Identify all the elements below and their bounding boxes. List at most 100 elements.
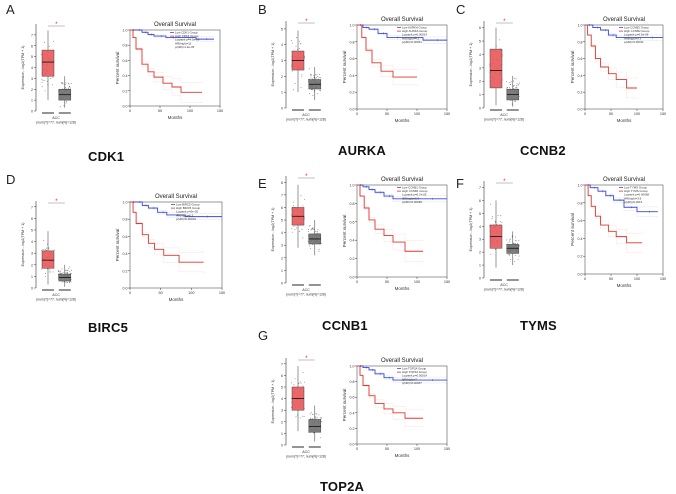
data-point <box>312 228 314 230</box>
y-tick-label: 0 <box>281 282 283 286</box>
data-point <box>299 42 301 44</box>
data-point <box>293 205 295 207</box>
legend-entry: HR(high)=7 <box>402 377 417 381</box>
x-tick-label: 50 <box>159 291 163 295</box>
y-tick-label: 7 <box>31 33 33 37</box>
data-point <box>510 100 512 101</box>
legend-entry: Logrank p=4.5e-06 <box>175 38 200 42</box>
data-point <box>509 88 511 90</box>
confidence-band-lower-high <box>585 24 638 100</box>
data-point <box>42 79 44 81</box>
data-point <box>41 268 42 270</box>
data-point <box>302 415 304 417</box>
data-point <box>506 81 508 83</box>
y-tick-label: 0.6 <box>350 396 355 400</box>
data-point <box>60 82 62 84</box>
data-point <box>499 39 501 41</box>
data-point <box>299 381 301 383</box>
y-tick-label: 4 <box>31 240 33 244</box>
x-axis-label: ACC <box>500 113 508 117</box>
y-tick-label: 3 <box>281 409 283 413</box>
y-tick-label: 0.8 <box>578 201 583 205</box>
data-point <box>300 417 302 419</box>
y-tick-label: 6 <box>281 374 283 378</box>
data-point <box>41 53 42 55</box>
data-point <box>48 45 50 47</box>
y-tick-label: 0.0 <box>578 273 583 277</box>
legend-entry: Low TOP2A Group <box>402 367 427 371</box>
y-tick-label: 0.2 <box>123 269 128 273</box>
legend-entry: Low AURKA Group <box>402 26 427 30</box>
data-point <box>509 254 511 256</box>
y-tick-label: 2 <box>281 420 283 424</box>
x-tick-label: 0 <box>356 280 358 284</box>
y-tick-label: 0.2 <box>350 91 355 95</box>
significance-star: * <box>305 356 308 362</box>
legend-entry: p(HR)=0.00019 <box>176 217 196 221</box>
y-tick-label: 8 <box>281 181 283 185</box>
data-point <box>66 271 68 273</box>
y-axis-label: Percent survival <box>115 229 120 262</box>
y-tick-label: 1.0 <box>123 29 128 33</box>
data-point <box>514 242 516 244</box>
data-point <box>511 236 513 238</box>
data-point <box>511 103 513 105</box>
x-tick-label: 100 <box>187 109 193 113</box>
data-point <box>42 249 44 250</box>
x-tick-label: 150 <box>217 109 223 113</box>
confidence-band-upper-low <box>357 184 448 197</box>
y-tick-label: 0.8 <box>578 40 583 44</box>
x-tick-label: 100 <box>634 112 640 116</box>
box-tumor <box>41 49 55 77</box>
data-point <box>492 216 493 218</box>
data-point <box>46 80 48 82</box>
data-point <box>70 83 72 84</box>
sample-size-note: (num(T)=77; num(N)=128) <box>286 118 326 122</box>
data-point <box>310 417 311 419</box>
data-point <box>60 270 62 272</box>
data-point <box>62 83 64 85</box>
data-point <box>312 413 314 415</box>
data-point <box>293 225 295 227</box>
data-point <box>316 73 318 75</box>
data-point <box>320 90 322 92</box>
data-point <box>513 85 515 87</box>
data-point <box>302 237 304 239</box>
y-tick-label: 0.0 <box>350 443 355 447</box>
x-tick-label: 50 <box>158 109 162 113</box>
plot-frame <box>356 184 448 278</box>
confidence-band-upper-low <box>357 365 448 378</box>
data-point <box>514 255 516 256</box>
y-tick-label: 3 <box>479 238 481 242</box>
data-point <box>300 195 302 197</box>
y-tick-label: 0 <box>479 277 481 281</box>
data-point <box>292 89 294 91</box>
survival-curve-high <box>585 184 643 244</box>
data-point <box>312 94 314 96</box>
y-axis-label: Expression - log2(TPM + 1) <box>21 46 25 90</box>
data-point <box>518 245 520 247</box>
legend-entry: Logrank p=0.00014 <box>402 33 427 37</box>
data-point <box>292 42 293 44</box>
y-tick-label: 0.6 <box>350 220 355 224</box>
x-tick-label: 0 <box>584 277 586 281</box>
boxplot-ccnb1: 0 1 2 3 4 5 6 7 8 Expression - log2(TPM + 1) * ACC(… <box>271 174 326 297</box>
data-point <box>65 102 67 104</box>
significance-star: * <box>55 22 58 28</box>
data-point <box>313 75 315 77</box>
data-point <box>518 82 520 84</box>
survival-plot-tyms: Overall Survival 0.0 0.2 0.4 0.6 0.8 1.0 0 50 100… <box>570 177 666 288</box>
data-point <box>318 76 320 78</box>
data-point <box>52 84 53 86</box>
x-tick-label: 150 <box>444 447 450 451</box>
data-point <box>69 86 70 87</box>
data-point <box>494 248 496 250</box>
x-tick-label: 150 <box>444 112 450 116</box>
data-point <box>299 40 300 42</box>
data-point <box>316 417 318 419</box>
legend-entry: Low CDK1 Group <box>175 31 198 35</box>
survival-plot-aurka: Overall Survival 0.0 0.2 0.4 0.6 0.8 1.0 0 50 100… <box>342 17 450 123</box>
x-axis-label: ACC <box>302 113 310 117</box>
data-point <box>291 70 293 72</box>
y-tick-label: 0 <box>479 107 481 111</box>
